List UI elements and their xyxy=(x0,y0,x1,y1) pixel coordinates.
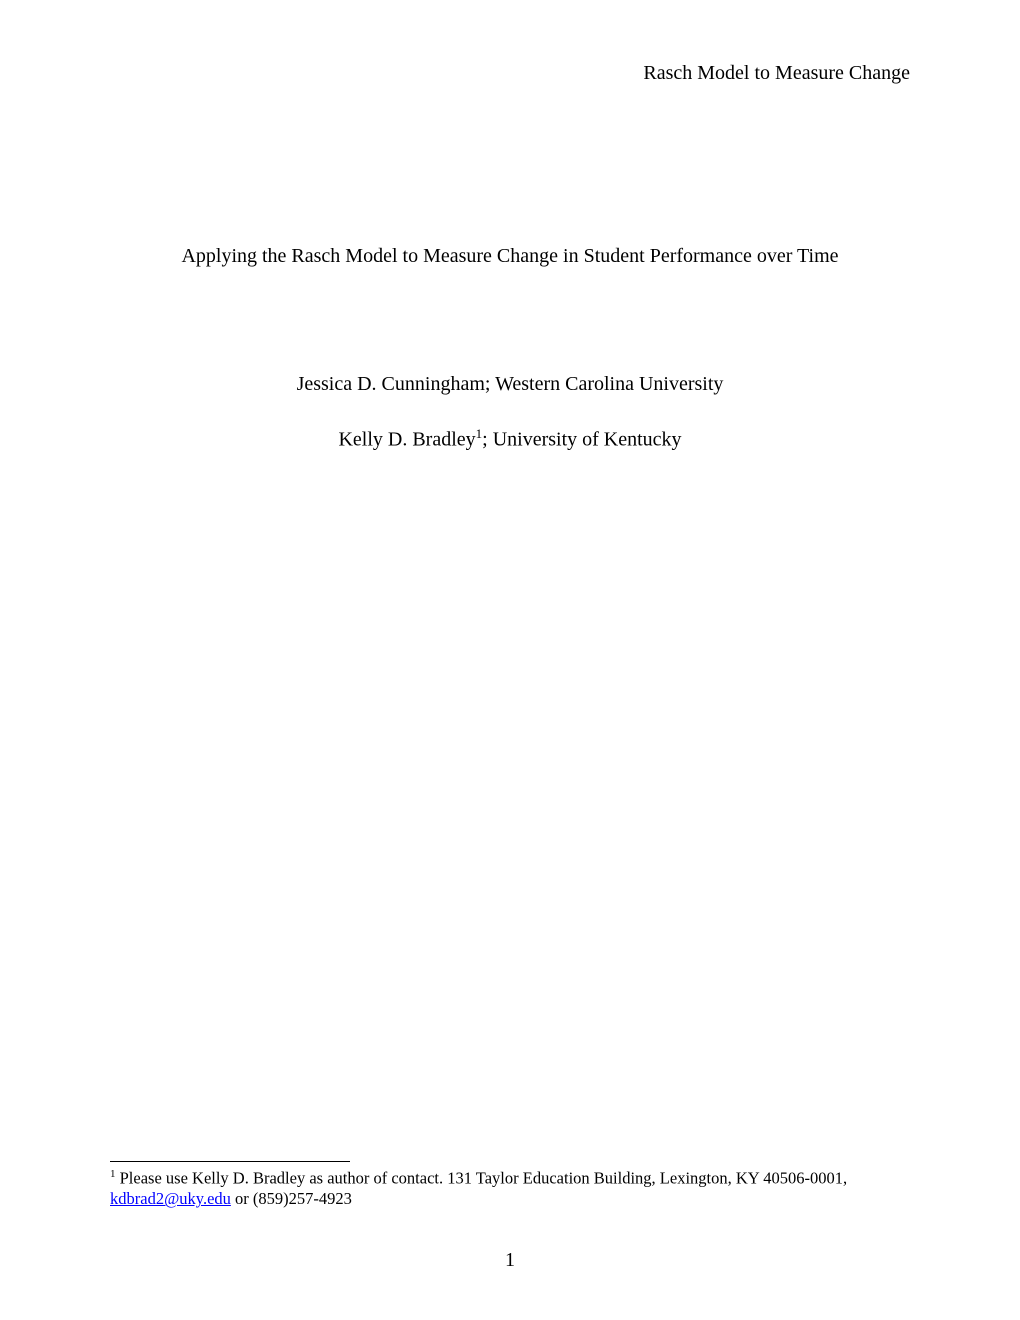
author2-affiliation: University of Kentucky xyxy=(493,429,682,451)
footnote-email-link[interactable]: kdbrad2@uky.edu xyxy=(110,1189,231,1208)
author2-separator: ; xyxy=(482,429,493,451)
author-line-2: Kelly D. Bradley1; University of Kentuck… xyxy=(110,426,910,452)
page-number: 1 xyxy=(0,1249,1020,1272)
footnote: 1 Please use Kelly D. Bradley as author … xyxy=(110,1168,910,1210)
document-page: Rasch Model to Measure Change Applying t… xyxy=(0,0,1020,1320)
paper-title: Applying the Rasch Model to Measure Chan… xyxy=(110,245,910,268)
title-text: Applying the Rasch Model to Measure Chan… xyxy=(181,245,838,267)
author1-name: Jessica D. Cunningham xyxy=(297,373,485,395)
running-header: Rasch Model to Measure Change xyxy=(110,62,910,85)
author-line-1: Jessica D. Cunningham; Western Carolina … xyxy=(110,373,910,396)
page-number-text: 1 xyxy=(505,1249,515,1271)
footnote-divider xyxy=(110,1161,350,1162)
footnote-text-before: Please use Kelly D. Bradley as author of… xyxy=(116,1169,848,1188)
author1-affiliation: Western Carolina University xyxy=(495,373,723,395)
footnote-text-after: or (859)257-4923 xyxy=(231,1189,352,1208)
author1-separator: ; xyxy=(485,373,495,395)
author2-name: Kelly D. Bradley xyxy=(338,429,475,451)
running-title-text: Rasch Model to Measure Change xyxy=(643,62,910,84)
